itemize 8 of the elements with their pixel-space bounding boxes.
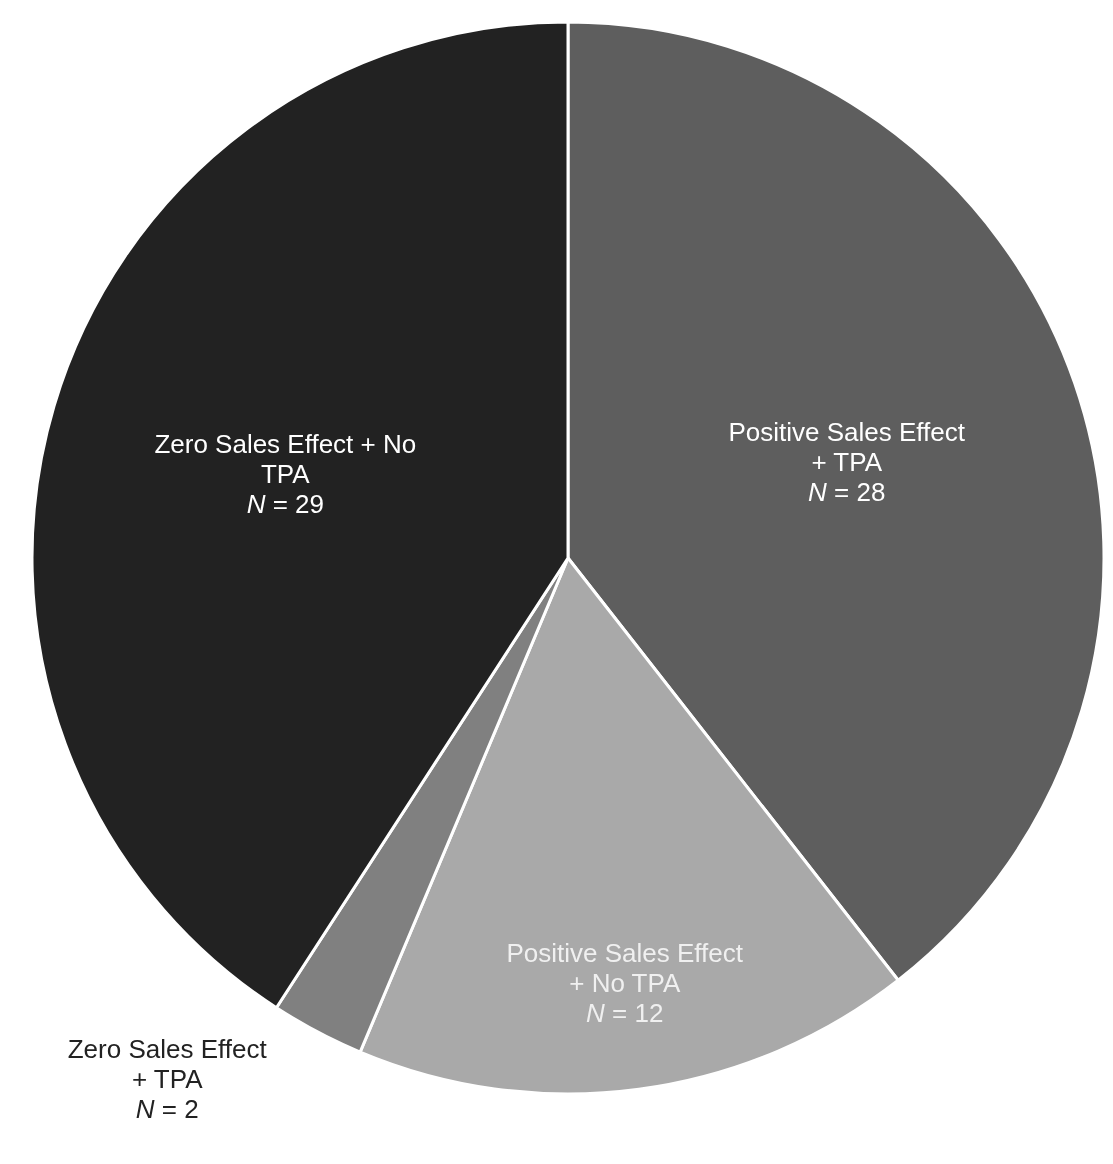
slice-label: Positive Sales Effect + No TPA	[506, 938, 744, 999]
slice-label: Positive Sales Effect + TPA	[728, 416, 966, 477]
slice-label: Zero Sales Effect + No TPA	[154, 429, 417, 490]
data-label: N = 2	[135, 1094, 199, 1125]
data-label: N = 29	[246, 489, 324, 520]
data-label: N = 28	[808, 476, 886, 507]
slice-label: Zero Sales Effect + TPA	[67, 1034, 268, 1095]
data-label: N = 12	[586, 998, 664, 1029]
